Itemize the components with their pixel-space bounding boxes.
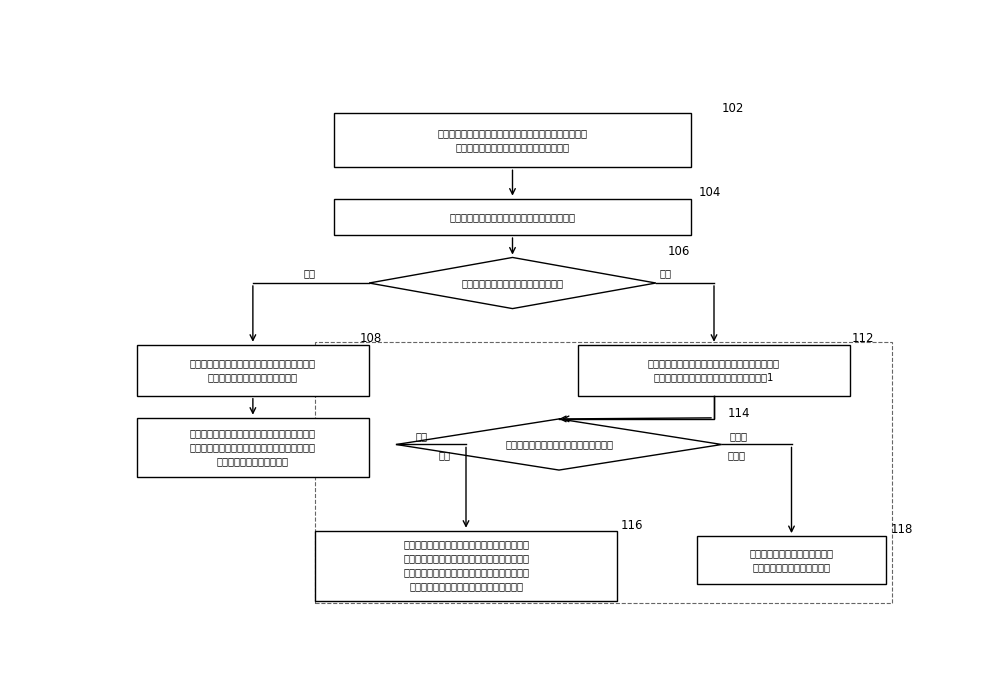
Text: 有效: 有效 [660, 268, 672, 279]
FancyBboxPatch shape [578, 345, 850, 396]
Text: 116: 116 [621, 519, 644, 532]
Text: 进入中断后，判断触发信号是否还有效: 进入中断后，判断触发信号是否还有效 [462, 278, 564, 288]
Text: 未达到: 未达到 [730, 431, 748, 441]
Text: 108: 108 [360, 332, 382, 345]
FancyBboxPatch shape [697, 536, 886, 584]
Text: 每当触发信号由无效转为有效时，触发一次中断: 每当触发信号由无效转为有效时，触发一次中断 [450, 212, 576, 222]
Text: 112: 112 [852, 332, 874, 345]
Polygon shape [396, 419, 722, 470]
Text: 当判断结果为无效时，判定当前通过所述激光器
发送的数据包是短包，则跳出中断: 当判断结果为无效时，判定当前通过所述激光器 发送的数据包是短包，则跳出中断 [190, 358, 316, 382]
FancyBboxPatch shape [315, 531, 617, 600]
Text: 校验所述中长包计数值是否达到预设阈值: 校验所述中长包计数值是否达到预设阈值 [505, 440, 613, 449]
Text: 118: 118 [891, 524, 913, 536]
Text: 达到: 达到 [439, 450, 451, 460]
Text: 无效: 无效 [303, 268, 315, 279]
FancyBboxPatch shape [137, 345, 369, 396]
Polygon shape [369, 257, 656, 308]
Text: 114: 114 [728, 407, 750, 419]
Text: 未达到: 未达到 [728, 450, 746, 460]
Text: 104: 104 [698, 187, 721, 199]
FancyBboxPatch shape [137, 417, 369, 477]
Text: 触发根据所述短包采样电路存储的背光电流计算
采样光功率，并通过与目标光功率的比较分析结
果调整激光器的光发射功率: 触发根据所述短包采样电路存储的背光电流计算 采样光功率，并通过与目标光功率的比较… [190, 428, 316, 466]
Text: 达到: 达到 [416, 431, 428, 441]
Text: 当校验结果为所述中长包计数值达到预设阈值，
则跳出中断，并触发根据所述中长包采样电路得
到的背光电流计算采样光功率，通过与目标光功
率的比较分析结果调整激光器的: 当校验结果为所述中长包计数值达到预设阈值， 则跳出中断，并触发根据所述中长包采样… [403, 540, 529, 591]
Text: 当校验结果为所述中长包计数值
未达到预设阈值，则跳出中断: 当校验结果为所述中长包计数值 未达到预设阈值，则跳出中断 [750, 548, 834, 572]
Text: 106: 106 [668, 245, 690, 258]
Text: 当判断结果为有效时，判定当前通过所述激光器发
送的数据包为中长包，并对中长包计数值加1: 当判断结果为有效时，判定当前通过所述激光器发 送的数据包为中长包，并对中长包计数… [648, 358, 780, 382]
FancyBboxPatch shape [334, 113, 691, 167]
Text: 102: 102 [722, 103, 744, 115]
FancyBboxPatch shape [334, 199, 691, 235]
Text: 激光器在工作状态时，输出背光电流，所述背光电流分别
被短包采样电路获取和中长包采样电路获取: 激光器在工作状态时，输出背光电流，所述背光电流分别 被短包采样电路获取和中长包采… [438, 129, 588, 152]
